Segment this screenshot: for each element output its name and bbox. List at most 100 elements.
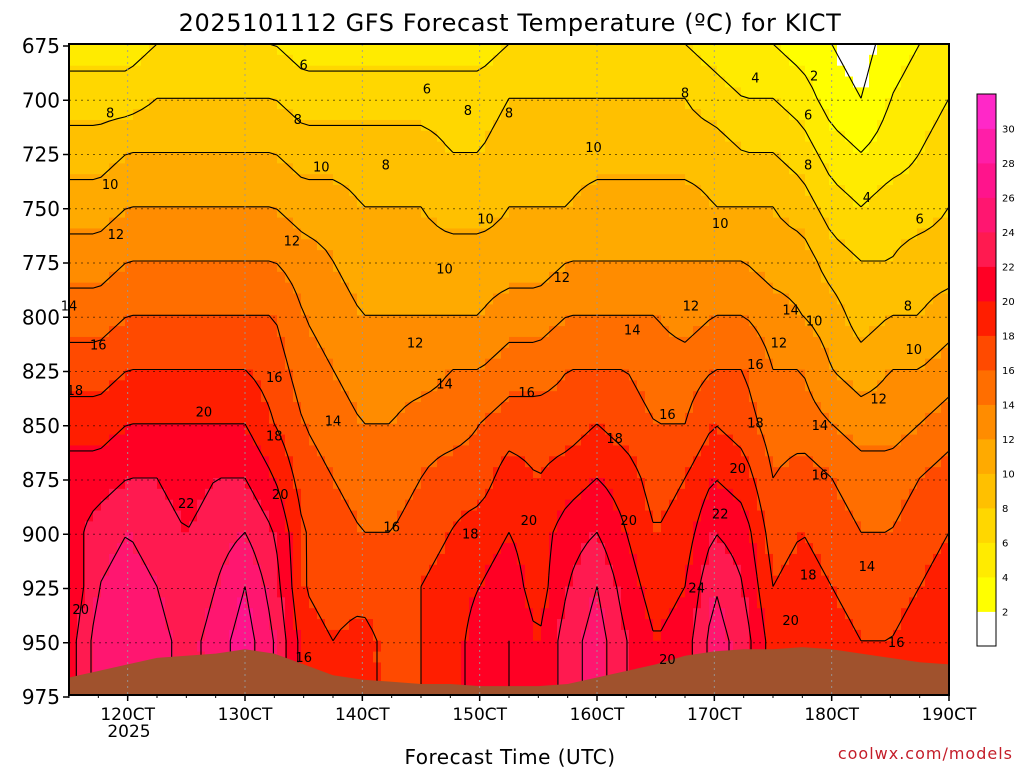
- temperature-cell: [517, 130, 526, 143]
- temperature-cell: [549, 119, 558, 132]
- temperature-cell: [205, 54, 214, 67]
- temperature-cell: [517, 261, 526, 273]
- temperature-cell: [413, 456, 422, 468]
- temperature-cell: [501, 380, 510, 392]
- temperature-cell: [429, 608, 438, 620]
- temperature-cell: [373, 478, 382, 490]
- temperature-cell: [413, 619, 422, 631]
- temperature-cell: [621, 44, 630, 56]
- temperature-cell: [293, 185, 302, 197]
- temperature-cell: [317, 423, 326, 436]
- temperature-cell: [173, 575, 182, 588]
- temperature-cell: [429, 380, 438, 392]
- temperature-cell: [365, 44, 374, 56]
- temperature-cell: [685, 163, 694, 175]
- temperature-cell: [125, 195, 134, 208]
- temperature-cell: [605, 130, 614, 143]
- temperature-cell: [653, 564, 662, 577]
- temperature-cell: [629, 358, 638, 371]
- temperature-cell: [101, 195, 110, 208]
- temperature-cell: [477, 44, 486, 56]
- temperature-cell: [485, 250, 494, 262]
- temperature-cell: [325, 391, 334, 403]
- temperature-cell: [293, 250, 302, 262]
- temperature-cell: [485, 564, 494, 577]
- temperature-cell: [365, 130, 374, 143]
- temperature-cell: [485, 402, 494, 414]
- temperature-cell: [701, 499, 710, 512]
- temperature-cell: [477, 467, 486, 479]
- temperature-cell: [389, 553, 398, 566]
- temperature-cell: [589, 217, 598, 230]
- temperature-cell: [93, 543, 102, 555]
- temperature-cell: [357, 619, 366, 631]
- temperature-cell: [77, 543, 86, 555]
- temperature-cell: [629, 391, 638, 403]
- temperature-cell: [629, 239, 638, 251]
- temperature-cell: [669, 434, 678, 447]
- temperature-cell: [509, 597, 518, 609]
- temperature-cell: [197, 575, 206, 588]
- temperature-cell: [533, 152, 542, 164]
- temperature-cell: [285, 163, 294, 175]
- temperature-cell: [69, 412, 78, 425]
- temperature-cell: [645, 141, 654, 154]
- temperature-cell: [109, 488, 118, 501]
- temperature-cell: [589, 532, 598, 544]
- temperature-cell: [461, 195, 470, 208]
- temperature-cell: [533, 597, 542, 609]
- temperature-cell: [237, 434, 246, 447]
- temperature-cell: [645, 619, 654, 631]
- temperature-cell: [373, 445, 382, 457]
- temperature-cell: [421, 467, 430, 479]
- temperature-cell: [413, 130, 422, 143]
- temperature-cell: [109, 369, 118, 381]
- temperature-cell: [429, 141, 438, 154]
- temperature-cell: [77, 412, 86, 425]
- temperature-cell: [285, 152, 294, 164]
- temperature-cell: [205, 478, 214, 490]
- temperature-cell: [637, 532, 646, 544]
- temperature-cell: [253, 271, 262, 284]
- temperature-cell: [437, 510, 446, 522]
- temperature-cell: [389, 250, 398, 262]
- temperature-cell: [381, 130, 390, 143]
- temperature-cell: [469, 423, 478, 436]
- temperature-cell: [133, 130, 142, 143]
- temperature-cell: [365, 109, 374, 121]
- temperature-cell: [509, 228, 518, 240]
- temperature-cell: [677, 467, 686, 479]
- temperature-cell: [213, 402, 222, 414]
- temperature-cell: [149, 478, 158, 490]
- temperature-cell: [141, 315, 150, 327]
- temperature-cell: [381, 662, 390, 674]
- temperature-cell: [605, 564, 614, 577]
- temperature-cell: [189, 412, 198, 425]
- temperature-cell: [661, 282, 670, 295]
- temperature-cell: [125, 152, 134, 164]
- temperature-cell: [133, 543, 142, 555]
- temperature-cell: [317, 543, 326, 555]
- temperature-cell: [397, 586, 406, 598]
- temperature-cell: [325, 532, 334, 544]
- temperature-cell: [637, 336, 646, 349]
- temperature-cell: [141, 261, 150, 273]
- temperature-cell: [565, 467, 574, 479]
- temperature-cell: [253, 109, 262, 121]
- temperature-cell: [373, 326, 382, 338]
- temperature-cell: [485, 358, 494, 371]
- temperature-cell: [133, 152, 142, 164]
- temperature-cell: [229, 619, 238, 631]
- temperature-cell: [565, 640, 574, 653]
- temperature-cell: [693, 391, 702, 403]
- temperature-cell: [493, 380, 502, 392]
- temperature-cell: [341, 423, 350, 436]
- temperature-cell: [93, 662, 102, 674]
- temperature-cell: [293, 369, 302, 381]
- temperature-cell: [725, 228, 734, 240]
- temperature-cell: [725, 174, 734, 186]
- temperature-cell: [189, 174, 198, 186]
- temperature-cell: [357, 543, 366, 555]
- temperature-cell: [157, 543, 166, 555]
- temperature-cell: [613, 543, 622, 555]
